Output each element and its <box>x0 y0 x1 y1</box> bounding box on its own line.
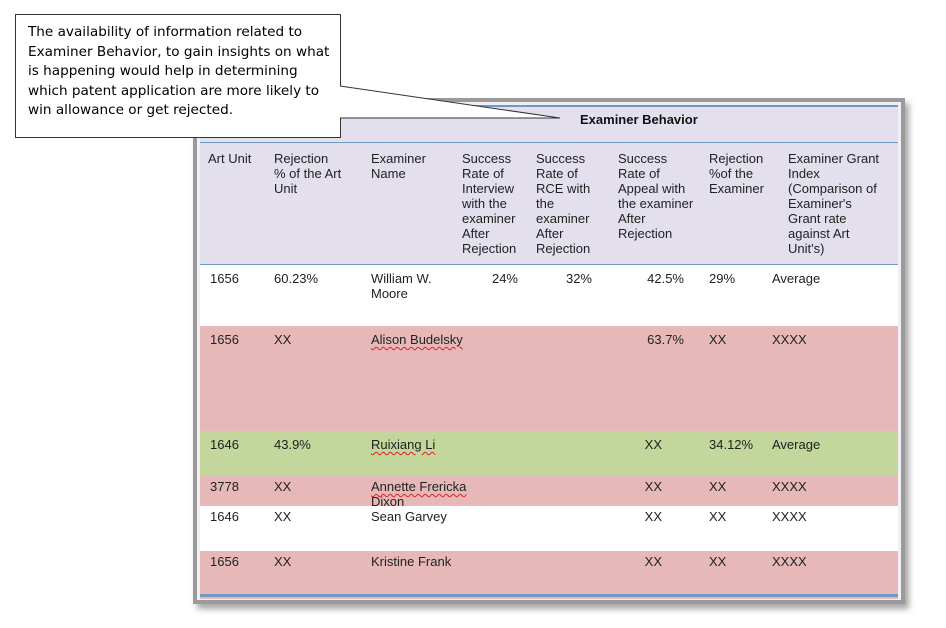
callout-box: The availability of information related … <box>15 14 341 138</box>
cell-rejection-art-unit: XX <box>274 554 292 569</box>
cell-rejection-art-unit: XX <box>274 332 292 347</box>
table-row: 1656 60.23% William W. Moore 24% 32% 42.… <box>200 265 898 326</box>
header-appeal-success: Success Rate of Appeal with the examiner… <box>618 151 694 241</box>
cell-examiner-name: Annette Frericka Dixon <box>371 479 467 509</box>
table-bottom-rule <box>200 594 898 597</box>
cell-rejection-art-unit: XX <box>274 509 292 524</box>
cell-examiner-name: Ruixiang Li <box>371 437 436 452</box>
cell-examiner-name: William W. Moore <box>371 271 432 301</box>
cell-interview: 24% <box>491 271 518 286</box>
table-header-row: Art Unit Rejection % of the Art Unit Exa… <box>200 143 898 265</box>
cell-appeal: 63.7% <box>647 332 684 347</box>
cell-appeal: XX <box>644 509 662 524</box>
cell-art-unit: 1646 <box>210 437 239 452</box>
header-interview-success: Success Rate of Interview with the exami… <box>462 151 517 256</box>
cell-grant-index: XXXX <box>772 332 807 347</box>
examiner-behavior-table: Examiner Behavior Art Unit Rejection % o… <box>193 98 905 604</box>
cell-rejection-art-unit: 43.9% <box>274 437 311 452</box>
cell-rejection-examiner: XX <box>709 554 727 569</box>
cell-grant-index: Average <box>772 271 821 286</box>
cell-rejection-art-unit: 60.23% <box>274 271 319 286</box>
cell-grant-index: XXXX <box>772 509 807 524</box>
cell-grant-index: XXXX <box>772 554 807 569</box>
cell-rce: 32% <box>565 271 592 286</box>
table-title: Examiner Behavior <box>580 112 698 127</box>
cell-examiner-name: Kristine Frank <box>371 554 452 569</box>
cell-appeal: XX <box>644 554 662 569</box>
cell-rejection-examiner: XX <box>709 332 727 347</box>
table-row: 3778 XX Annette Frericka Dixon XX XX XXX… <box>200 476 898 509</box>
header-rejection-examiner: Rejection %of the Examiner <box>709 151 764 196</box>
table-row: 1656 XX Alison Budelsky 63.7% XX XXXX <box>200 326 898 431</box>
cell-rejection-examiner: XX <box>709 509 727 524</box>
cell-rejection-examiner: 29% <box>709 271 736 286</box>
cell-grant-index: XXXX <box>772 479 807 494</box>
cell-grant-index: Average <box>772 437 821 452</box>
cell-examiner-name: Alison Budelsky <box>371 332 463 347</box>
cell-appeal: 42.5% <box>647 271 684 286</box>
cell-art-unit: 1656 <box>210 271 239 286</box>
cell-examiner-name: Sean Garvey <box>371 509 447 524</box>
table-row: 1646 XX Sean Garvey XX XX XXXX <box>200 506 898 551</box>
cell-art-unit: 1656 <box>210 554 239 569</box>
cell-appeal: XX <box>644 437 662 452</box>
cell-rejection-art-unit: XX <box>274 479 292 494</box>
cell-art-unit: 1656 <box>210 332 239 347</box>
header-rejection-art-unit: Rejection % of the Art Unit <box>274 151 342 196</box>
header-grant-index: Examiner Grant Index (Comparison of Exam… <box>788 151 880 256</box>
table-row: 1646 43.9% Ruixiang Li XX 34.12% Average <box>200 431 898 476</box>
header-art-unit: Art Unit <box>208 151 252 166</box>
header-examiner-name: Examiner Name <box>371 151 426 181</box>
header-rce-success: Success Rate of RCE with the examiner Af… <box>536 151 591 256</box>
callout-text: The availability of information related … <box>28 24 330 118</box>
cell-appeal: XX <box>644 479 662 494</box>
table-row: 1656 XX Kristine Frank XX XX XXXX <box>200 551 898 599</box>
cell-rejection-examiner: 34.12% <box>709 437 754 452</box>
cell-art-unit: 3778 <box>210 479 239 494</box>
cell-rejection-examiner: XX <box>709 479 727 494</box>
cell-art-unit: 1646 <box>210 509 239 524</box>
